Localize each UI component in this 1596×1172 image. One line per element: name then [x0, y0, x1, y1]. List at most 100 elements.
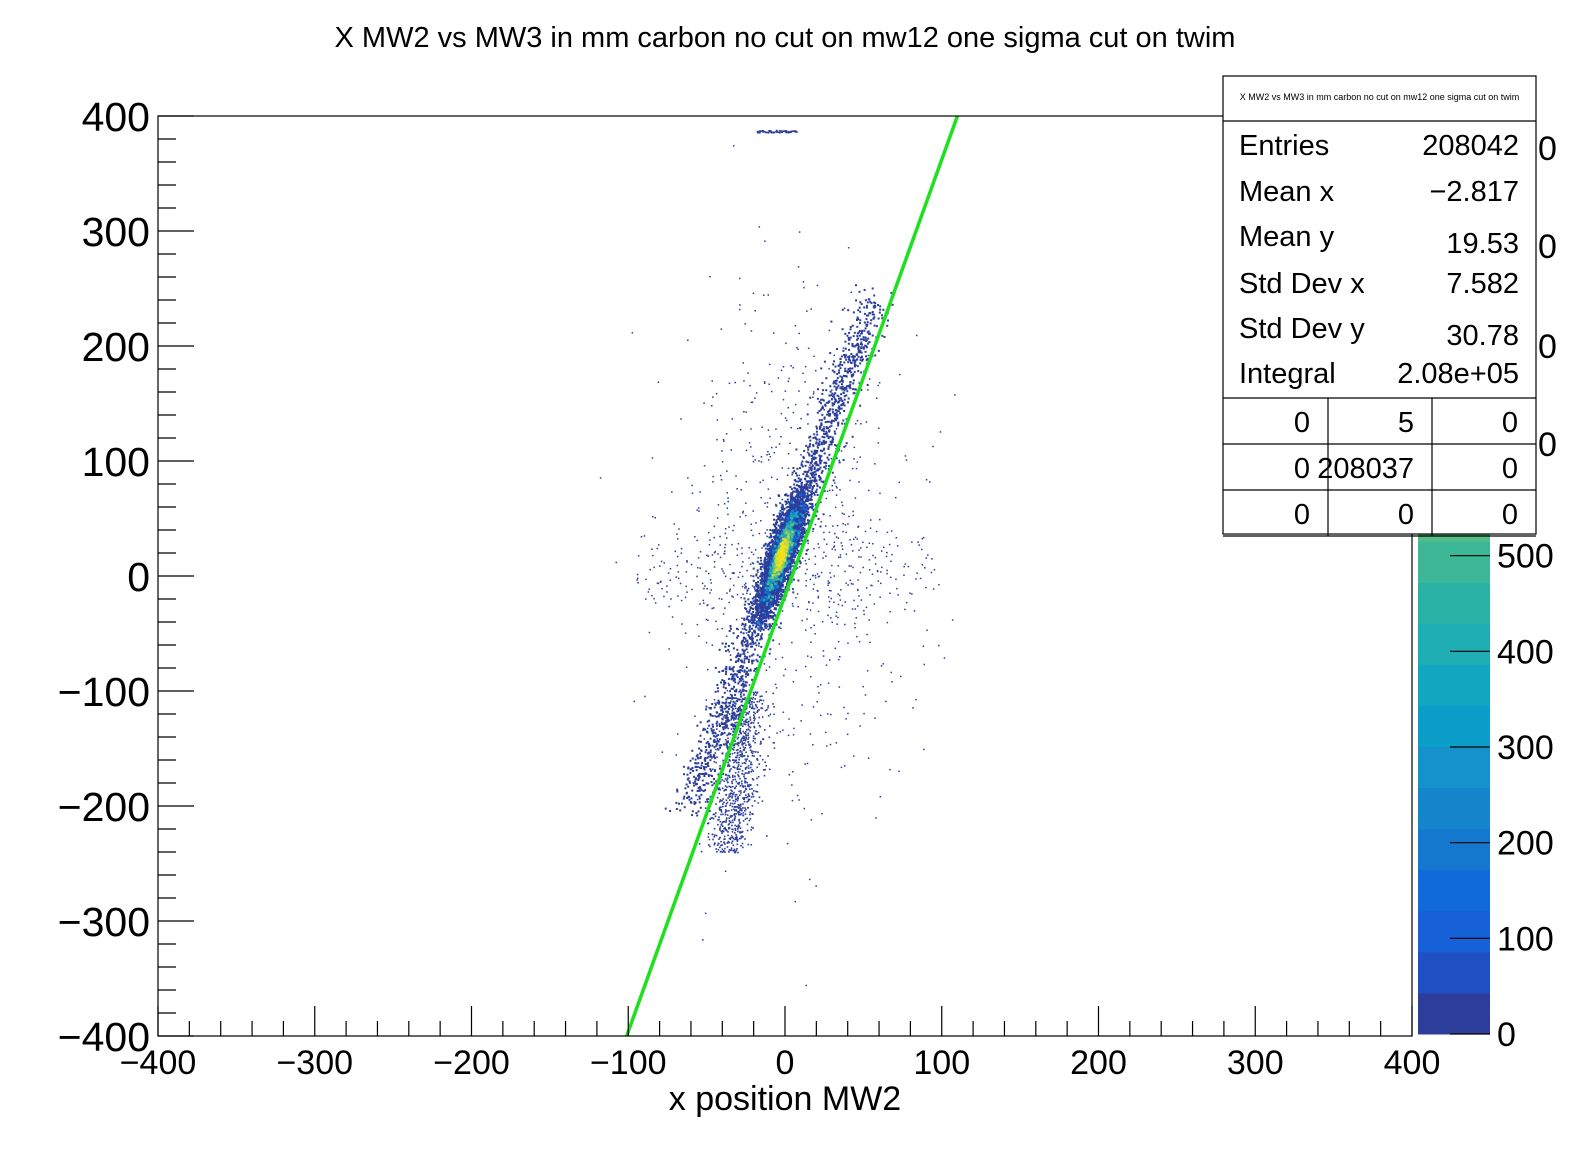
heatmap-cell [770, 600, 772, 603]
heatmap-cell [686, 797, 689, 799]
heatmap-cell [792, 550, 795, 553]
heatmap-cell [859, 301, 862, 304]
heatmap-cell [791, 554, 794, 557]
heatmap-cell [801, 465, 804, 468]
heatmap-cell [713, 706, 716, 709]
heatmap-cell [812, 437, 815, 439]
heatmap-cell [789, 568, 792, 571]
heatmap-cell [788, 574, 791, 577]
heatmap-cell [841, 400, 844, 402]
heatmap-cell [783, 580, 786, 582]
heatmap-cell [807, 521, 810, 524]
heatmap-cell [797, 495, 800, 498]
heatmap-cell [859, 362, 862, 365]
heatmap-cell [759, 567, 762, 570]
heatmap-cell [806, 504, 809, 507]
heatmap-cell [770, 604, 773, 606]
heatmap-cell [849, 383, 852, 386]
heatmap-cell [796, 517, 799, 520]
heatmap-cell [834, 432, 837, 435]
heatmap-cell [773, 552, 776, 555]
heatmap-cell [761, 601, 764, 604]
heatmap-cell [810, 506, 813, 509]
heatmap-cell [811, 476, 814, 478]
heatmap-cell [781, 524, 784, 527]
heatmap-cell [807, 489, 810, 492]
heatmap-cell [761, 604, 764, 607]
heatmap-cell [744, 643, 747, 646]
heatmap-cell [743, 683, 746, 686]
heatmap-cell [802, 506, 805, 509]
heatmap-cell [882, 308, 885, 311]
heatmap-cell [801, 533, 804, 536]
heatmap-cell [682, 765, 685, 768]
heatmap-cell [720, 709, 723, 712]
heatmap-cell [761, 565, 764, 568]
heatmap-cell [776, 529, 779, 532]
heatmap-cell [800, 518, 803, 520]
heatmap-cell [785, 578, 788, 580]
heatmap-cell [768, 549, 771, 552]
heatmap-cell [755, 609, 758, 612]
heatmap-cell [722, 728, 725, 731]
heatmap-cell [841, 308, 844, 311]
heatmap-cell [763, 575, 766, 577]
heatmap-cell [781, 518, 783, 521]
heatmap-cell [703, 758, 706, 761]
heatmap-cell [756, 634, 758, 637]
heatmap-cell [752, 602, 755, 605]
heatmap-cell [772, 530, 775, 533]
heatmap-cell [683, 806, 686, 809]
heatmap-cell [844, 375, 847, 377]
heatmap-cell [770, 539, 773, 542]
heatmap-cell [804, 522, 807, 525]
heatmap-cell [872, 313, 875, 316]
heatmap-cell [740, 675, 743, 678]
heatmap-cell [763, 603, 766, 606]
heatmap-cell [765, 578, 768, 581]
heatmap-cell [772, 590, 774, 593]
heatmap-cell [817, 446, 819, 449]
heatmap-cell [797, 504, 800, 507]
heatmap-cell [765, 550, 768, 553]
heatmap-cell [752, 659, 755, 662]
heatmap-cell [803, 523, 806, 526]
heatmap-cell [800, 543, 802, 545]
heatmap-cell [796, 501, 799, 504]
heatmap-cell [799, 529, 802, 532]
heatmap-cell [791, 588, 794, 590]
heatmap-cell [697, 777, 700, 780]
heatmap-cell [771, 616, 774, 618]
heatmap-cell [742, 680, 745, 683]
heatmap-cell [765, 623, 768, 626]
heatmap-cell [790, 555, 793, 558]
heatmap-cell [766, 625, 769, 628]
heatmap-cell [741, 640, 743, 643]
heatmap-cell [784, 500, 787, 503]
heatmap-cell [775, 537, 778, 540]
heatmap-cell [845, 387, 848, 390]
heatmap-cell [793, 553, 796, 555]
heatmap-cell [765, 568, 768, 570]
heatmap-cell [752, 575, 755, 578]
heatmap-cell [797, 514, 800, 517]
heatmap-cell [753, 669, 756, 672]
heatmap-cell [858, 334, 861, 337]
heatmap-cell [772, 514, 775, 516]
heatmap-cell [852, 382, 855, 385]
heatmap-cell [815, 464, 818, 467]
heatmap-cell [778, 598, 781, 600]
heatmap-cell [797, 506, 800, 509]
heatmap-cell [809, 519, 811, 522]
heatmap-cell [752, 613, 755, 616]
heatmap-cell [780, 595, 783, 598]
heatmap-cell [743, 670, 746, 673]
heatmap-cell [797, 496, 799, 499]
heatmap-cell [785, 501, 788, 503]
heatmap-cell [831, 392, 834, 395]
heatmap-cell [743, 617, 746, 620]
heatmap-cell [753, 630, 756, 633]
heatmap-cell [802, 457, 805, 459]
heatmap-cell [775, 595, 778, 597]
heatmap-cell [796, 498, 799, 501]
